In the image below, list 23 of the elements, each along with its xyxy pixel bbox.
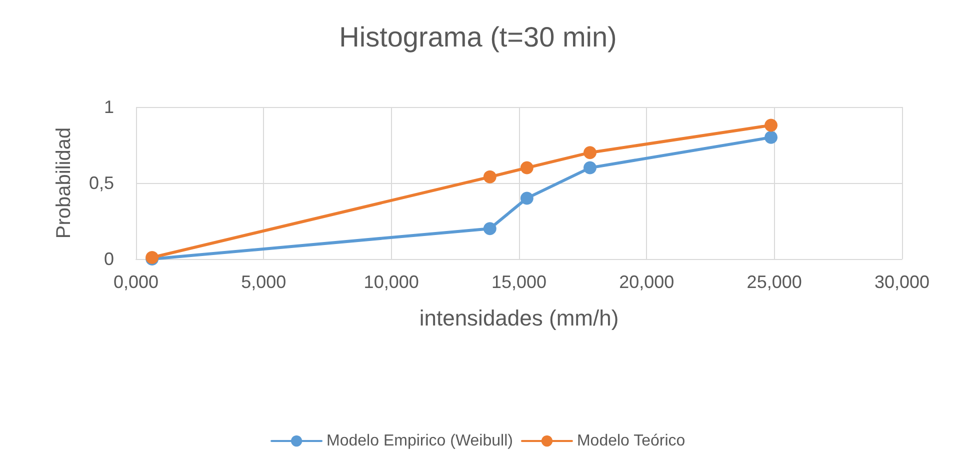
legend-label: Modelo Empirico (Weibull)	[326, 432, 513, 450]
x-tick-label: 0,000	[113, 272, 159, 292]
point	[483, 222, 496, 236]
x-tick-label: 10,000	[364, 272, 419, 292]
x-tick-label: 15,000	[491, 272, 547, 292]
x-tick-label: 20,000	[619, 272, 674, 292]
x-tick-label: 25,000	[746, 272, 802, 292]
x-tick-label: 30,000	[874, 272, 930, 292]
point	[483, 170, 496, 184]
y-tick-label: 1	[104, 97, 114, 117]
x-axis-title: intensidades (mm/h)	[419, 306, 619, 330]
y-tick-label: 0	[104, 249, 114, 269]
point	[583, 161, 596, 174]
point	[764, 118, 778, 132]
point	[520, 192, 534, 205]
chart-title: Histograma (t=30 min)	[339, 22, 617, 52]
legend-label: Modelo Teórico	[576, 432, 686, 450]
point	[520, 161, 534, 174]
y-tick-label: 0,5	[88, 173, 114, 193]
y-axis-title: Probabilidad	[53, 127, 75, 239]
x-tick-label: 5,000	[241, 272, 286, 292]
point	[583, 146, 596, 160]
point	[764, 130, 778, 144]
